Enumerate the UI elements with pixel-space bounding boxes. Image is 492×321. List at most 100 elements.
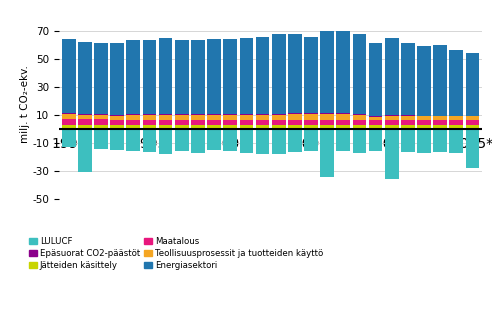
Bar [385,115,399,116]
Bar [126,120,140,125]
Bar [223,120,237,125]
Bar [62,119,76,125]
Bar [304,129,318,151]
Bar [401,129,415,152]
Bar [62,114,76,119]
Bar [78,125,92,129]
Bar [78,42,92,114]
Bar [353,129,366,153]
Bar [78,119,92,125]
Bar [240,125,253,129]
Bar [320,129,334,177]
Bar [223,39,237,114]
Bar [207,120,221,125]
Bar [110,125,124,129]
Bar [207,114,221,115]
Bar [256,129,270,154]
Bar [175,129,188,151]
Bar [433,120,447,126]
Bar [385,116,399,120]
Bar [433,116,447,120]
Bar [143,114,156,115]
Bar [110,43,124,115]
Bar [433,126,447,129]
Bar [288,125,302,129]
Bar [369,117,382,120]
Bar [94,129,108,149]
Bar [465,120,479,126]
Bar [401,43,415,115]
Bar [175,114,188,115]
Bar [353,115,366,120]
Bar [62,125,76,129]
Bar [94,119,108,125]
Bar [465,53,479,116]
Bar [110,129,124,150]
Bar [94,125,108,129]
Bar [143,40,156,114]
Bar [288,114,302,120]
Bar [159,38,173,114]
Bar [304,114,318,120]
Bar [337,129,350,151]
Bar [450,116,463,120]
Bar [272,125,285,129]
Bar [465,126,479,129]
Bar [110,120,124,125]
Bar [465,129,479,168]
Bar [385,38,399,115]
Bar [62,113,76,114]
Bar [175,125,188,129]
Bar [272,115,285,120]
Bar [223,114,237,115]
Bar [337,120,350,126]
Bar [143,120,156,125]
Bar [304,37,318,113]
Bar [385,129,399,179]
Bar [304,113,318,114]
Bar [288,129,302,152]
Bar [353,114,366,115]
Bar [385,126,399,129]
Bar [401,116,415,120]
Bar [256,125,270,129]
Bar [240,114,253,115]
Bar [353,120,366,126]
Bar [272,114,285,115]
Bar [223,129,237,151]
Bar [337,31,350,113]
Bar [337,126,350,129]
Bar [78,114,92,115]
Bar [62,129,76,147]
Bar [450,50,463,116]
Bar [159,114,173,115]
Bar [94,114,108,115]
Y-axis label: milj. t CO₂-ekv.: milj. t CO₂-ekv. [20,65,30,143]
Bar [450,129,463,153]
Bar [353,34,366,114]
Bar [240,115,253,120]
Bar [126,114,140,115]
Bar [94,115,108,119]
Bar [353,126,366,129]
Bar [143,125,156,129]
Bar [433,45,447,116]
Bar [191,125,205,129]
Bar [207,115,221,120]
Bar [62,39,76,113]
Bar [240,129,253,153]
Bar [94,43,108,114]
Bar [78,129,92,172]
Bar [207,125,221,129]
Bar [191,129,205,153]
Bar [126,129,140,151]
Bar [337,113,350,114]
Bar [223,115,237,120]
Bar [337,114,350,120]
Bar [207,129,221,150]
Bar [288,120,302,125]
Bar [256,37,270,114]
Bar [256,120,270,125]
Bar [191,120,205,125]
Bar [126,125,140,129]
